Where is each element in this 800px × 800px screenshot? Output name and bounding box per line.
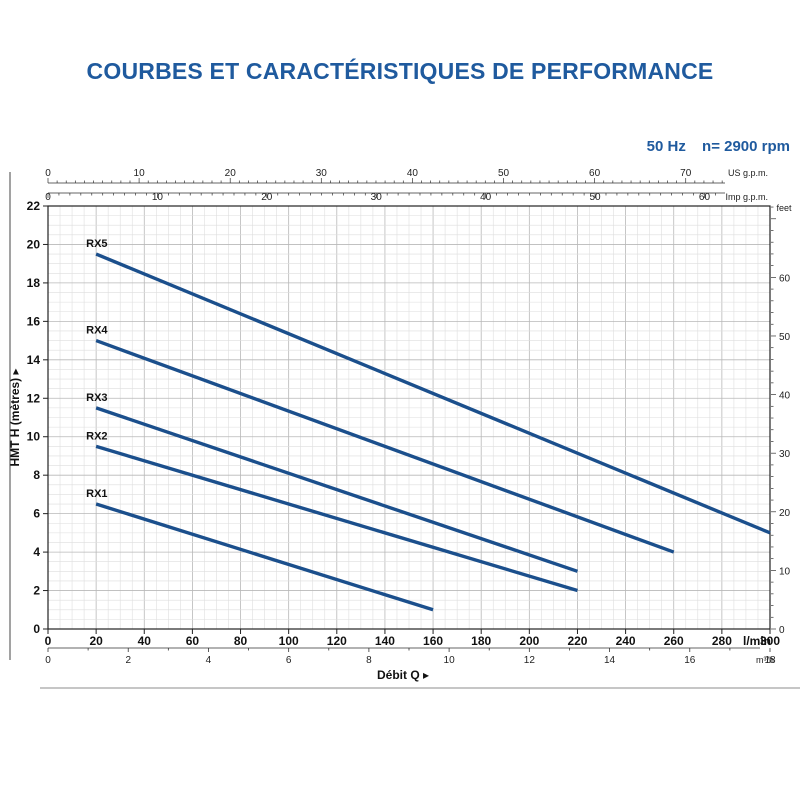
grid-lines — [47, 205, 771, 630]
x-axis-title: Débit Q ▸ — [377, 668, 429, 682]
x-tick-label: 140 — [375, 634, 395, 648]
m3h-tick-label: 0 — [45, 655, 51, 666]
x-tick-label: 200 — [519, 634, 539, 648]
m3h-tick-label: 6 — [286, 655, 292, 666]
us-gpm-unit-label: US g.p.m. — [728, 168, 768, 178]
series-label-rx1: RX1 — [86, 488, 107, 500]
us-gpm-tick-label: 30 — [316, 168, 328, 179]
x-tick-label: 160 — [423, 634, 443, 648]
m3h-tick-label: 16 — [684, 655, 696, 666]
imp-gpm-tick-label: 60 — [699, 192, 711, 203]
us-gpm-tick-label: 70 — [680, 168, 692, 179]
feet-tick-label: 50 — [779, 332, 791, 343]
series-line-rx4 — [95, 338, 675, 554]
y-tick-label: 14 — [27, 353, 41, 367]
m3h-tick-label: 14 — [604, 655, 616, 666]
m3h-unit-label: m³/h — [756, 655, 774, 665]
series-label-rx3: RX3 — [86, 392, 107, 404]
x-tick-label: 20 — [89, 634, 103, 648]
x-tick-label: 60 — [186, 634, 200, 648]
imp-gpm-tick-label: 30 — [371, 192, 383, 203]
y-tick-label: 18 — [27, 276, 41, 290]
y-tick-label: 8 — [33, 468, 40, 482]
feet-tick-label: 60 — [779, 273, 791, 284]
us-gpm-tick-label: 60 — [589, 168, 601, 179]
y-tick-label: 2 — [33, 584, 40, 598]
x-tick-label: 280 — [712, 634, 732, 648]
x-tick-label: 300 — [760, 634, 780, 648]
x-tick-label: 220 — [567, 634, 587, 648]
m3h-tick-label: 10 — [444, 655, 456, 666]
y-tick-label: 12 — [27, 391, 41, 405]
us-gpm-tick-label: 50 — [498, 168, 510, 179]
imp-gpm-tick-label: 20 — [261, 192, 273, 203]
y-tick-label: 20 — [27, 237, 41, 251]
y-axis-title: HMT H (mètres) ▸ — [8, 368, 22, 466]
x-unit-label: l/min — [743, 634, 771, 648]
us-gpm-tick-label: 0 — [45, 168, 51, 179]
series-line-rx1 — [95, 502, 434, 612]
y-tick-label: 6 — [33, 507, 40, 521]
series-label-rx5: RX5 — [86, 238, 107, 250]
m3h-tick-label: 12 — [524, 655, 536, 666]
us-gpm-tick-label: 40 — [407, 168, 419, 179]
feet-tick-label: 20 — [779, 508, 791, 519]
imp-gpm-tick-label: 10 — [152, 192, 164, 203]
frequency-label: 50 Hz — [646, 138, 686, 155]
plot-frame — [47, 205, 771, 630]
imp-gpm-tick-label: 50 — [589, 192, 601, 203]
series-label-rx4: RX4 — [86, 325, 108, 337]
x-tick-label: 180 — [471, 634, 491, 648]
series-line-rx2 — [95, 444, 578, 593]
y-tick-label: 4 — [33, 545, 40, 559]
y-tick-label: 0 — [33, 622, 40, 636]
x-tick-label: 100 — [279, 634, 299, 648]
feet-tick-label: 30 — [779, 449, 791, 460]
y-tick-label: 16 — [27, 314, 41, 328]
series-line-rx5 — [95, 252, 771, 535]
m3h-tick-label: 2 — [125, 655, 131, 666]
m3h-tick-label: 4 — [206, 655, 212, 666]
us-gpm-tick-label: 20 — [225, 168, 237, 179]
imp-gpm-unit-label: Imp g.p.m. — [725, 192, 768, 202]
m3h-tick-label: 18 — [764, 655, 776, 666]
page-title: COURBES ET CARACTÉRISTIQUES DE PERFORMAN… — [86, 58, 714, 84]
us-gpm-tick-label: 10 — [134, 168, 146, 179]
x-tick-label: 0 — [45, 634, 52, 648]
feet-tick-label: 10 — [779, 566, 791, 577]
feet-unit-label: feet — [776, 203, 792, 213]
operating-conditions: 50 Hz n= 2900 rpm — [635, 138, 790, 155]
imp-gpm-tick-label: 40 — [480, 192, 492, 203]
y-tick-label: 10 — [27, 430, 41, 444]
imp-gpm-tick-label: 0 — [45, 192, 51, 203]
series-label-rx2: RX2 — [86, 430, 107, 442]
speed-label: n= 2900 rpm — [702, 138, 790, 155]
x-tick-label: 120 — [327, 634, 347, 648]
series-line-rx3 — [95, 406, 579, 573]
x-tick-label: 260 — [664, 634, 684, 648]
y-tick-label: 22 — [27, 199, 41, 213]
m3h-tick-label: 8 — [366, 655, 372, 666]
x-tick-label: 80 — [234, 634, 248, 648]
feet-tick-label: 0 — [779, 625, 785, 636]
feet-tick-label: 40 — [779, 391, 791, 402]
x-tick-label: 240 — [616, 634, 636, 648]
x-tick-label: 40 — [138, 634, 152, 648]
